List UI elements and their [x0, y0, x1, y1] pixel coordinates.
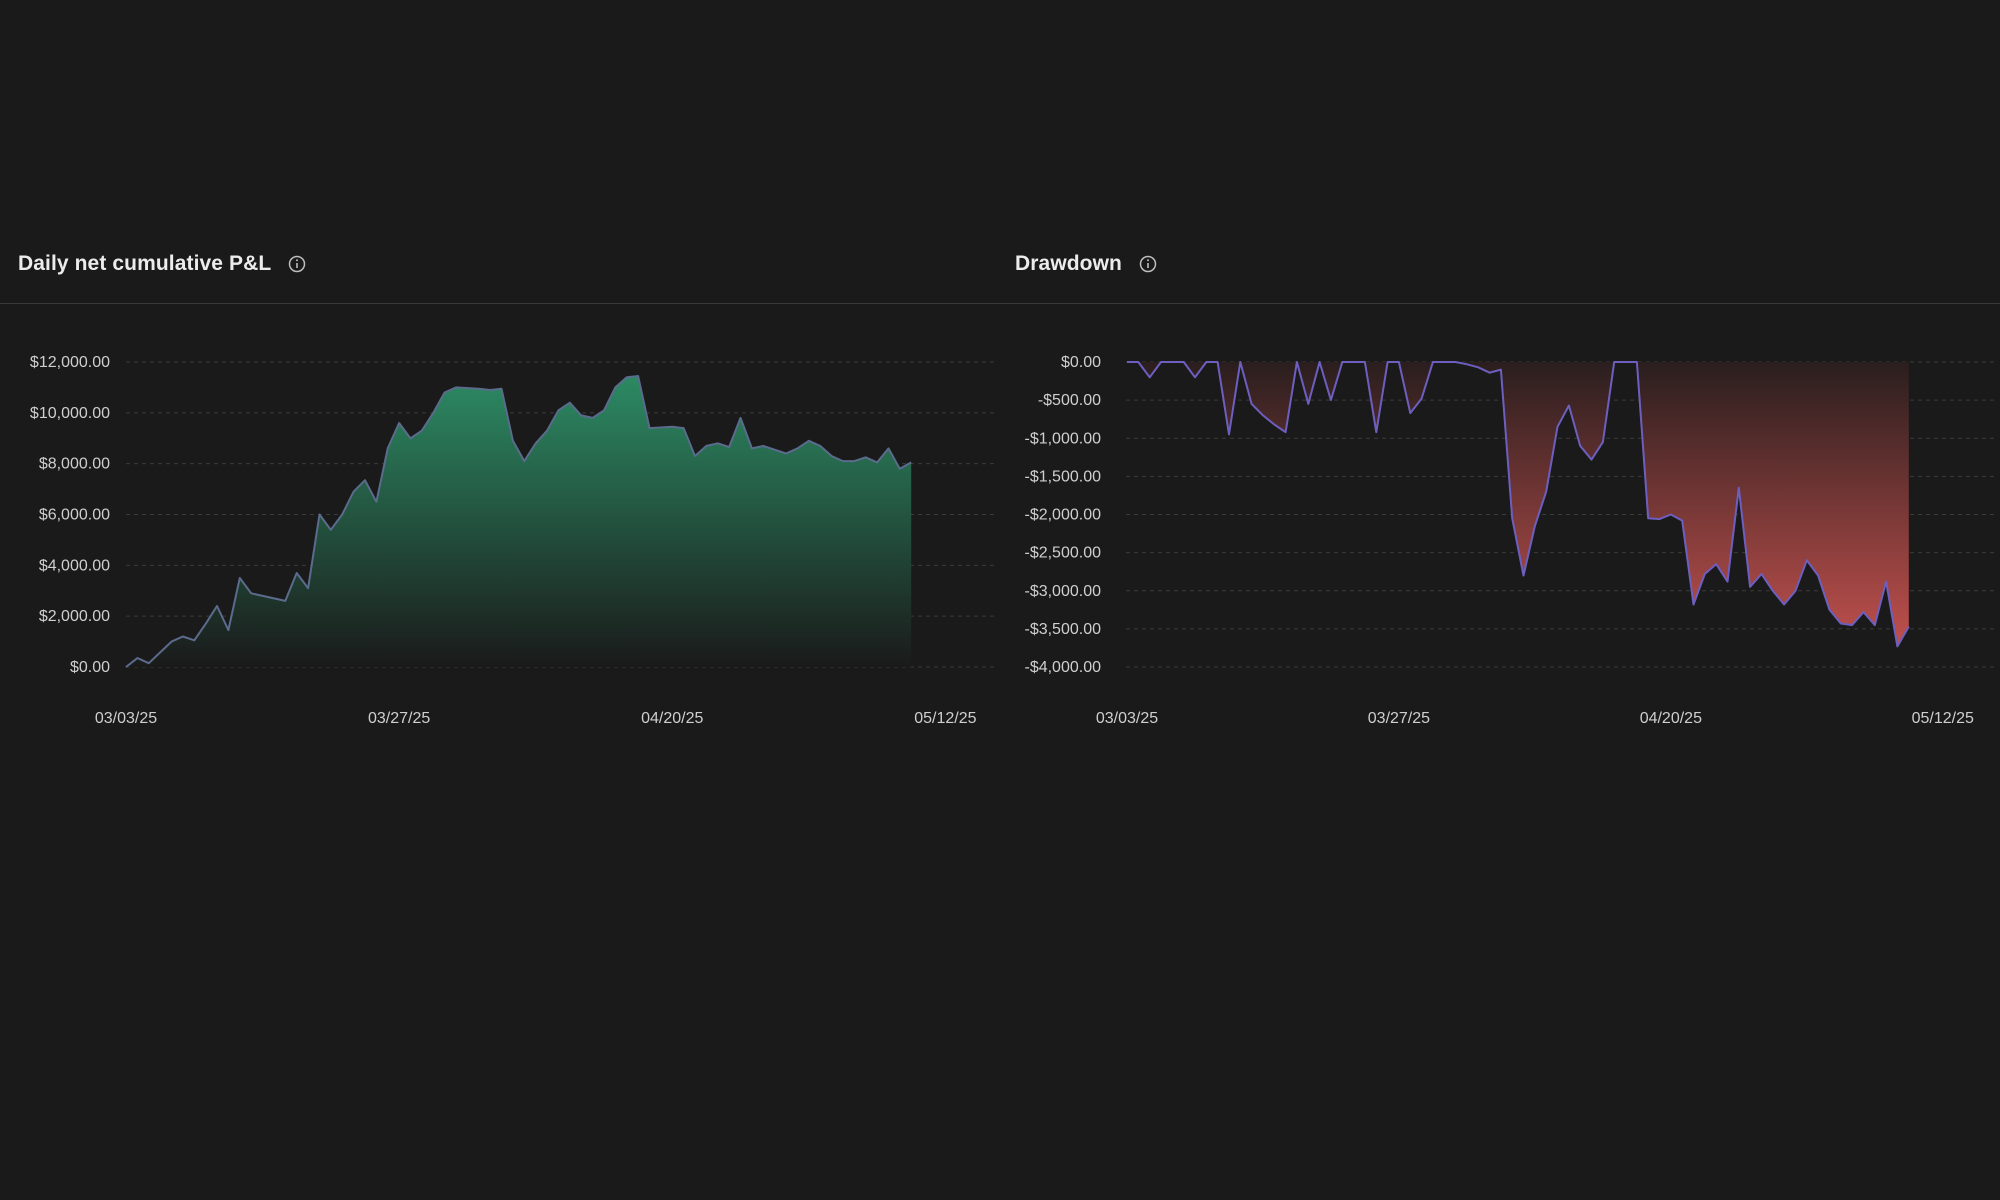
- y-tick-label: -$1,000.00: [1024, 430, 1101, 447]
- y-tick-label: $2,000.00: [39, 608, 110, 625]
- x-tick-label: 05/12/25: [914, 710, 976, 727]
- y-tick-label: -$1,500.00: [1024, 468, 1101, 485]
- y-tick-label: -$2,000.00: [1024, 507, 1101, 524]
- drawdown-panel-header: Drawdown: [1015, 246, 1158, 282]
- y-tick-label: $8,000.00: [39, 456, 110, 473]
- drawdown-chart[interactable]: $0.00 -$500.00 -$1,000.00 -$1,500.00 -$2,000…: [1000, 340, 2000, 740]
- drawdown-panel-title: Drawdown: [1015, 252, 1122, 275]
- series-area: [1127, 362, 1909, 647]
- pnl-panel-title: Daily net cumulative P&L: [18, 252, 272, 275]
- y-tick-label: -$500.00: [1038, 392, 1101, 409]
- y-tick-label: $0.00: [1061, 354, 1101, 371]
- series-area: [126, 376, 912, 667]
- x-tick-label: 05/12/25: [1912, 710, 1974, 727]
- x-tick-label: 04/20/25: [641, 710, 703, 727]
- pnl-info-icon[interactable]: [287, 254, 307, 274]
- y-tick-label: $0.00: [70, 659, 110, 676]
- x-tick-label: 03/27/25: [1368, 710, 1430, 727]
- y-tick-label: $10,000.00: [30, 405, 110, 422]
- y-tick-label: $4,000.00: [39, 557, 110, 574]
- y-tick-label: $12,000.00: [30, 354, 110, 371]
- y-tick-label: -$2,500.00: [1024, 545, 1101, 562]
- y-tick-label: -$4,000.00: [1024, 659, 1101, 676]
- drawdown-info-icon[interactable]: [1138, 254, 1158, 274]
- series-line: [1127, 361, 1910, 648]
- pnl-chart[interactable]: $0.00 $2,000.00 $4,000.00 $6,000.00 $8,000.0…: [0, 340, 1000, 740]
- y-tick-label: $6,000.00: [39, 507, 110, 524]
- header-divider: [0, 303, 2000, 304]
- pnl-panel-header: Daily net cumulative P&L: [18, 246, 307, 282]
- x-tick-label: 03/27/25: [368, 710, 430, 727]
- y-tick-label: -$3,500.00: [1024, 621, 1101, 638]
- series-line: [125, 375, 912, 668]
- x-tick-label: 03/03/25: [1096, 710, 1158, 727]
- x-tick-label: 04/20/25: [1640, 710, 1702, 727]
- y-tick-label: -$3,000.00: [1024, 583, 1101, 600]
- x-tick-label: 03/03/25: [95, 710, 157, 727]
